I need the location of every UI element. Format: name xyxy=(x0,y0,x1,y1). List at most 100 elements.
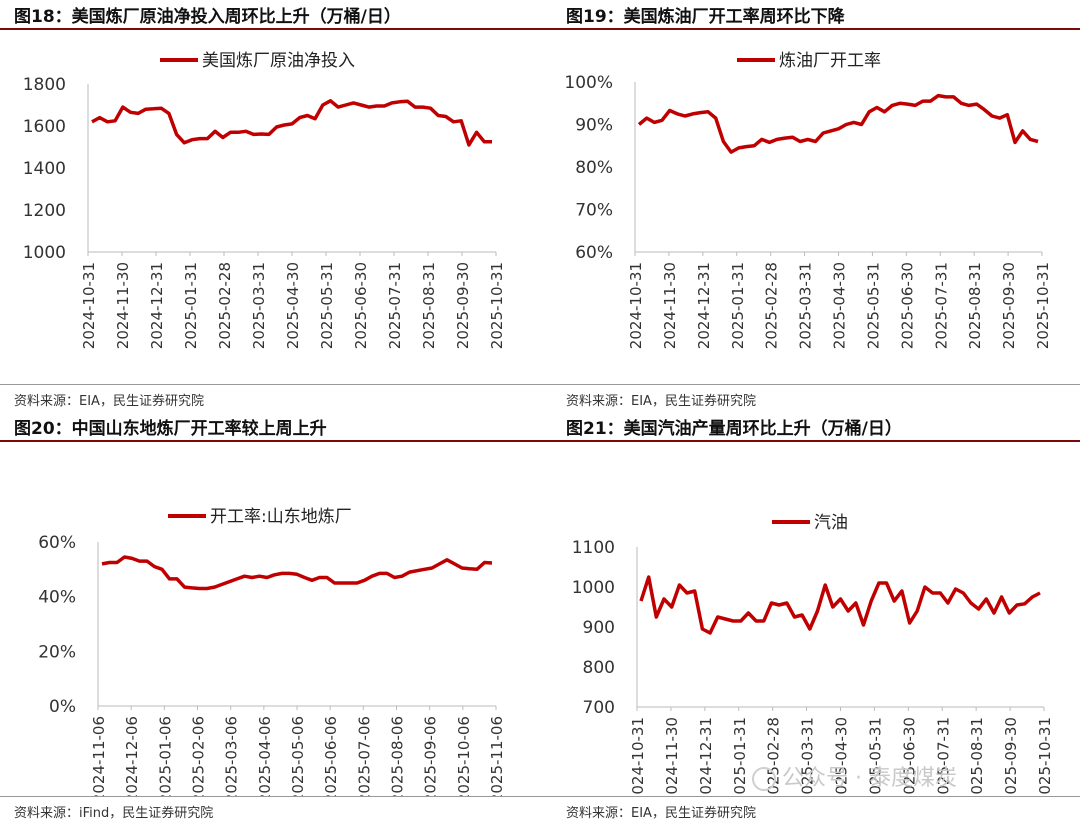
x-tick-label: 2025-06-30 xyxy=(898,262,916,349)
x-tick-label: 2025-09-30 xyxy=(1000,262,1018,349)
series-line xyxy=(639,575,1041,635)
source-note: 资料来源：iFind，民生证券研究院 xyxy=(14,806,214,821)
y-tick-label: 0% xyxy=(49,697,76,717)
watermark-text: 公众号 · 泰度煤炭 xyxy=(782,766,957,791)
legend-label: 汽油 xyxy=(814,513,848,533)
x-tick-label: 2025-08-31 xyxy=(420,262,438,349)
x-tick-label: 2025-06-30 xyxy=(900,717,918,796)
chart-panel-4: 图21：美国汽油产量周环比上升（万桶/日） 1100 1000 900 800 700 2… xyxy=(540,412,1080,823)
line-chart: 1800 1600 1400 1200 1000 2024-10-31 2024-11-30… xyxy=(23,51,506,349)
x-tick-label: 2025-07-06 xyxy=(355,716,373,796)
title-rule xyxy=(540,440,1080,442)
x-tick-label: 2025-03-31 xyxy=(799,717,817,796)
series-line xyxy=(91,99,492,147)
y-tick-label: 90% xyxy=(575,116,613,136)
chart-title: 图21：美国汽油产量周环比上升（万桶/日） xyxy=(566,419,902,439)
x-tick-label: 2025-04-30 xyxy=(833,717,851,796)
line-chart: 100% 90% 80% 70% 60% 2024-10-31 2024-11-30 2024… xyxy=(564,51,1052,349)
source-note: 资料来源：EIA，民生证券研究院 xyxy=(566,394,756,409)
x-tick-label: 2025-07-31 xyxy=(934,717,952,796)
x-tick-label: 2025-08-31 xyxy=(966,262,984,349)
x-tick-label: 2025-10-31 xyxy=(1034,262,1052,349)
series-line xyxy=(637,93,1039,154)
y-tick-label: 900 xyxy=(583,618,615,638)
x-tick-label: 2025-07-31 xyxy=(386,262,404,349)
y-tick-label: 1800 xyxy=(23,75,66,95)
x-tick-label: 2025-03-06 xyxy=(223,716,241,796)
x-tick-label: 2025-02-28 xyxy=(216,262,234,349)
y-tick-label: 80% xyxy=(575,158,613,178)
wechat-icon xyxy=(752,767,776,791)
source-note: 资料来源：EIA，民生证券研究院 xyxy=(14,394,204,409)
x-tick-label: 2025-05-31 xyxy=(864,262,882,349)
watermark: 公众号 · 泰度煤炭 xyxy=(752,760,957,792)
x-tick-label: 2024-11-30 xyxy=(114,262,132,349)
y-tick-label: 60% xyxy=(38,533,76,553)
x-tick-label: 2024-10-31 xyxy=(627,262,645,349)
x-tick-label: 2025-10-06 xyxy=(455,716,473,796)
x-tick-label: 2024-12-31 xyxy=(695,262,713,349)
series-line xyxy=(101,555,493,591)
y-tick-label: 1100 xyxy=(572,538,615,558)
source-rule xyxy=(540,796,1080,797)
x-tick-label: 2024-12-31 xyxy=(697,717,715,796)
y-tick-label: 1200 xyxy=(23,201,66,221)
x-tick-label: 2025-09-06 xyxy=(422,716,440,796)
chart-title: 图19：美国炼油厂开工率周环比下降 xyxy=(566,7,845,27)
x-tick-label: 2025-01-31 xyxy=(182,262,200,349)
x-tick-label: 2025-10-31 xyxy=(1036,717,1054,796)
source-rule xyxy=(540,384,1080,385)
x-tick-label: 2025-03-31 xyxy=(250,262,268,349)
x-tick-label: 2025-09-30 xyxy=(1002,717,1020,796)
y-tick-label: 100% xyxy=(564,73,613,93)
x-tick-label: 2025-07-31 xyxy=(932,262,950,349)
x-tick-label: 2025-06-30 xyxy=(352,262,370,349)
x-tick-label: 2025-04-30 xyxy=(284,262,302,349)
chart-panel-2: 图19：美国炼油厂开工率周环比下降 100% 90% 80% 70% 60% 2024-1… xyxy=(540,0,1080,411)
x-tick-label: 2024-12-06 xyxy=(123,716,141,796)
y-tick-label: 1000 xyxy=(572,578,615,598)
chart-panel-1: 图18：美国炼厂原油净投入周环比上升（万桶/日） 1800 1600 1400 120… xyxy=(0,0,540,411)
x-tick-label: 2025-10-31 xyxy=(488,262,506,349)
x-tick-label: 2024-11-30 xyxy=(663,717,681,796)
title-rule xyxy=(0,28,540,30)
title-rule xyxy=(0,440,540,442)
title-rule xyxy=(540,28,1080,30)
x-tick-label: 2024-12-31 xyxy=(148,262,166,349)
y-tick-label: 1600 xyxy=(23,117,66,137)
x-tick-label: 2025-11-06 xyxy=(488,716,506,796)
x-tick-label: 2025-03-31 xyxy=(797,262,815,349)
source-rule xyxy=(0,796,540,797)
x-tick-label: 2025-08-06 xyxy=(389,716,407,796)
x-tick-label: 2025-09-30 xyxy=(454,262,472,349)
source-rule xyxy=(0,384,540,385)
x-tick-label: 2025-02-28 xyxy=(763,262,781,349)
y-tick-label: 1400 xyxy=(23,159,66,179)
x-tick-label: 2025-04-30 xyxy=(831,262,849,349)
x-tick-label: 2025-05-31 xyxy=(866,717,884,796)
x-tick-label: 2025-05-31 xyxy=(318,262,336,349)
x-tick-label: 2024-11-30 xyxy=(661,262,679,349)
line-chart: 1100 1000 900 800 700 2024-10-31 2024-11-30 202… xyxy=(572,513,1054,796)
x-tick-label: 2024-10-31 xyxy=(80,262,98,349)
chart-title: 图20：中国山东地炼厂开工率较上周上升 xyxy=(14,419,327,439)
x-tick-label: 2025-02-06 xyxy=(190,716,208,796)
chart-title: 图18：美国炼厂原油净投入周环比上升（万桶/日） xyxy=(14,7,401,27)
x-tick-label: 2025-06-06 xyxy=(322,716,340,796)
y-tick-label: 70% xyxy=(575,201,613,221)
y-tick-label: 1000 xyxy=(23,243,66,263)
source-note: 资料来源：EIA，民生证券研究院 xyxy=(566,806,756,821)
line-chart: 60% 40% 20% 0% 2024-11-06 2024-12-06 2025-01-0… xyxy=(38,507,506,796)
x-tick-label: 2025-08-31 xyxy=(968,717,986,796)
y-tick-label: 700 xyxy=(583,698,615,718)
legend-label: 开工率:山东地炼厂 xyxy=(210,507,352,527)
x-tick-label: 2025-04-06 xyxy=(256,716,274,796)
y-tick-label: 20% xyxy=(38,642,76,662)
x-tick-label: 2025-05-06 xyxy=(289,716,307,796)
legend-label: 美国炼厂原油净投入 xyxy=(202,51,355,71)
y-tick-label: 40% xyxy=(38,588,76,608)
y-tick-label: 800 xyxy=(583,658,615,678)
y-tick-label: 60% xyxy=(575,243,613,263)
x-tick-label: 2024-11-06 xyxy=(90,716,108,796)
legend-label: 炼油厂开工率 xyxy=(779,51,881,71)
